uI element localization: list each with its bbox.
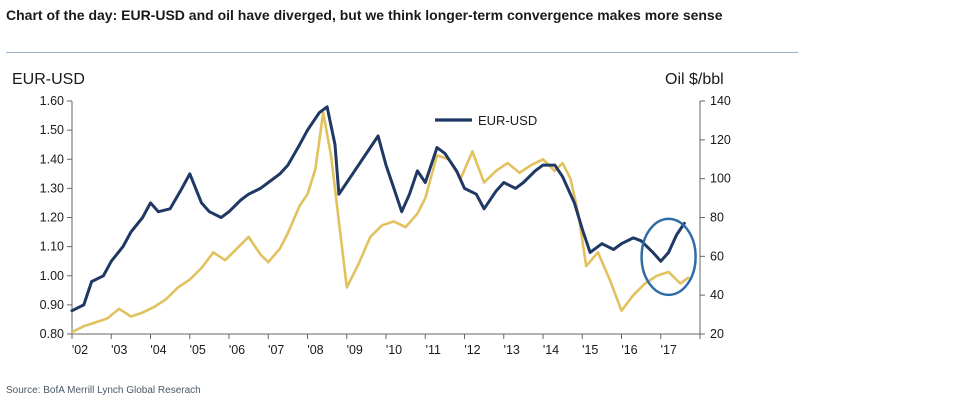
right-tick-label: 20 — [710, 327, 724, 341]
left-tick-label: 0.80 — [40, 327, 64, 341]
x-tick-label: '16 — [621, 343, 637, 357]
left-tick-label: 1.10 — [40, 240, 64, 254]
x-tick-label: '03 — [111, 343, 127, 357]
x-tick-label: '11 — [426, 343, 441, 357]
left-tick-label: 1.30 — [40, 181, 64, 195]
left-tick-label: 0.90 — [40, 298, 64, 312]
axes: 0.80 0.90 1.00 1.10 1.20 1.30 1.40 1.50 1.60 20 40… — [40, 94, 731, 357]
eurusd-series-line — [70, 105, 686, 313]
x-tick-label: '07 — [268, 343, 284, 357]
right-tick-label: 80 — [710, 211, 724, 225]
right-tick-label: 100 — [710, 172, 731, 186]
legend: EUR-USD — [435, 113, 537, 128]
x-tick-label: '17 — [661, 343, 677, 357]
x-tick-label: '13 — [504, 343, 520, 357]
x-tick-label: '06 — [229, 343, 245, 357]
oil-series-line — [70, 111, 690, 334]
legend-label-eurusd: EUR-USD — [478, 113, 537, 128]
x-tick-label: '12 — [464, 343, 480, 357]
chart-title: Chart of the day: EUR-USD and oil have d… — [6, 7, 723, 23]
source-note: Source: BofA Merrill Lynch Global Resera… — [6, 385, 201, 396]
right-tick-label: 120 — [710, 133, 731, 147]
right-tick-label: 60 — [710, 249, 724, 263]
left-tick-label: 1.60 — [40, 94, 64, 108]
left-tick-label: 1.40 — [40, 152, 64, 166]
left-tick-label: 1.50 — [40, 123, 64, 137]
left-axis-title: EUR-USD — [12, 71, 85, 88]
right-axis-title: Oil $/bbl — [665, 71, 724, 88]
x-tick-label: '04 — [150, 343, 166, 357]
title-divider — [6, 52, 798, 53]
x-tick-label: '14 — [543, 343, 559, 357]
left-tick-label: 1.00 — [40, 269, 64, 283]
left-tick-label: 1.20 — [40, 211, 64, 225]
x-tick-label: '02 — [72, 343, 88, 357]
x-tick-label: '08 — [307, 343, 323, 357]
x-tick-label: '09 — [347, 343, 363, 357]
right-tick-label: 140 — [710, 94, 731, 108]
annotation-layer — [640, 217, 697, 297]
x-tick-label: '05 — [190, 343, 206, 357]
x-tick-label: '10 — [386, 343, 402, 357]
x-tick-label: '15 — [582, 343, 598, 357]
series-layer — [70, 105, 690, 334]
right-tick-label: 40 — [710, 288, 724, 302]
divergence-highlight-circle — [640, 217, 697, 297]
